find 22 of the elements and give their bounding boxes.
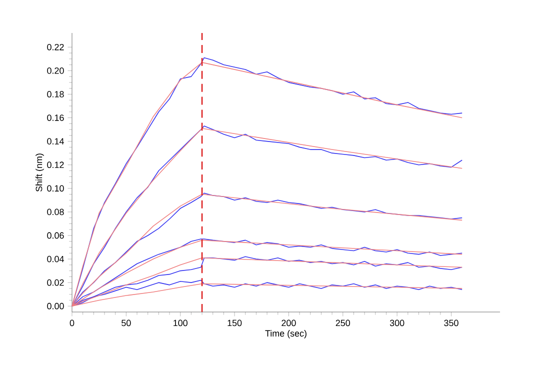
x-tick-label: 50 xyxy=(122,320,131,326)
y-tick-label: 0.14 xyxy=(47,138,64,144)
x-tick-label: 300 xyxy=(390,320,404,326)
x-tick-label: 0 xyxy=(70,320,74,326)
y-tick-label: 0.16 xyxy=(47,114,64,121)
y-tick-label: 0.00 xyxy=(47,302,64,310)
y-tick-label: 0.06 xyxy=(47,232,64,239)
y-tick-label: 0.10 xyxy=(47,185,64,192)
x-axis-title: Time (sec) xyxy=(265,330,306,338)
y-tick-label: 0.20 xyxy=(47,67,64,74)
y-axis-title: Shift (nm) xyxy=(36,154,44,192)
y-tick-label: 0.02 xyxy=(47,279,64,286)
y-tick-label: 0.12 xyxy=(47,162,64,168)
y-tick-label: 0.08 xyxy=(47,208,64,216)
x-tick-label: 250 xyxy=(336,320,350,326)
x-tick-label: 150 xyxy=(228,320,242,326)
y-tick-label: 0.04 xyxy=(47,256,64,262)
x-tick-label: 350 xyxy=(444,320,458,326)
x-tick-label: 200 xyxy=(282,320,296,326)
y-tick-label: 0.18 xyxy=(47,91,64,98)
y-tick-label: 0.22 xyxy=(47,44,64,50)
x-tick-label: 100 xyxy=(174,320,188,326)
